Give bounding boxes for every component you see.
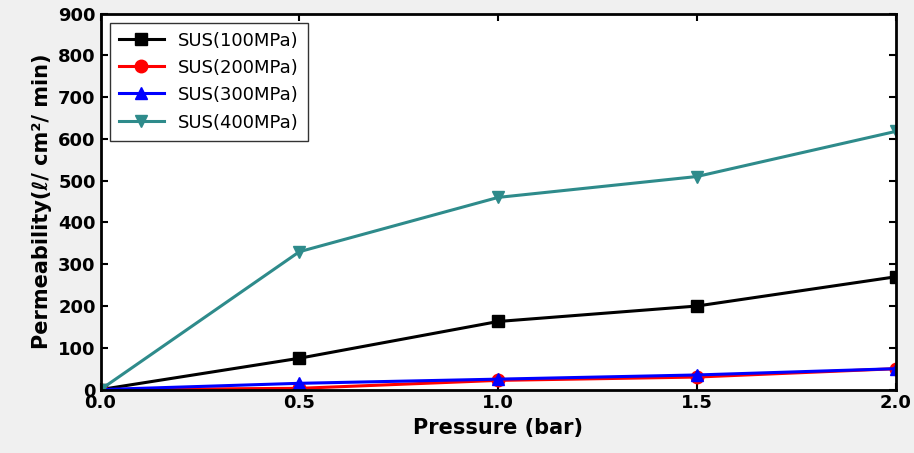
- SUS(400MPa): [294, 249, 305, 255]
- SUS(300MPa): [691, 372, 702, 378]
- SUS(100MPa): [691, 304, 702, 309]
- SUS(400MPa): [95, 387, 106, 392]
- SUS(200MPa): [890, 366, 901, 371]
- Legend: SUS(100MPa), SUS(200MPa), SUS(300MPa), SUS(400MPa): SUS(100MPa), SUS(200MPa), SUS(300MPa), S…: [110, 23, 308, 141]
- Line: SUS(300MPa): SUS(300MPa): [94, 362, 902, 396]
- SUS(300MPa): [95, 387, 106, 392]
- X-axis label: Pressure (bar): Pressure (bar): [413, 418, 583, 438]
- SUS(100MPa): [493, 319, 504, 324]
- Line: SUS(400MPa): SUS(400MPa): [94, 125, 902, 396]
- Line: SUS(100MPa): SUS(100MPa): [94, 270, 902, 396]
- SUS(300MPa): [294, 381, 305, 386]
- SUS(200MPa): [691, 374, 702, 380]
- SUS(100MPa): [95, 387, 106, 392]
- SUS(200MPa): [294, 386, 305, 391]
- SUS(100MPa): [890, 274, 901, 280]
- SUS(200MPa): [95, 387, 106, 392]
- Y-axis label: Permeability(ℓ/ cm²/ min): Permeability(ℓ/ cm²/ min): [33, 54, 52, 349]
- SUS(100MPa): [294, 356, 305, 361]
- SUS(400MPa): [493, 195, 504, 200]
- SUS(300MPa): [890, 366, 901, 371]
- Line: SUS(200MPa): SUS(200MPa): [94, 362, 902, 396]
- SUS(400MPa): [890, 129, 901, 134]
- SUS(200MPa): [493, 378, 504, 383]
- SUS(400MPa): [691, 174, 702, 179]
- SUS(300MPa): [493, 376, 504, 382]
